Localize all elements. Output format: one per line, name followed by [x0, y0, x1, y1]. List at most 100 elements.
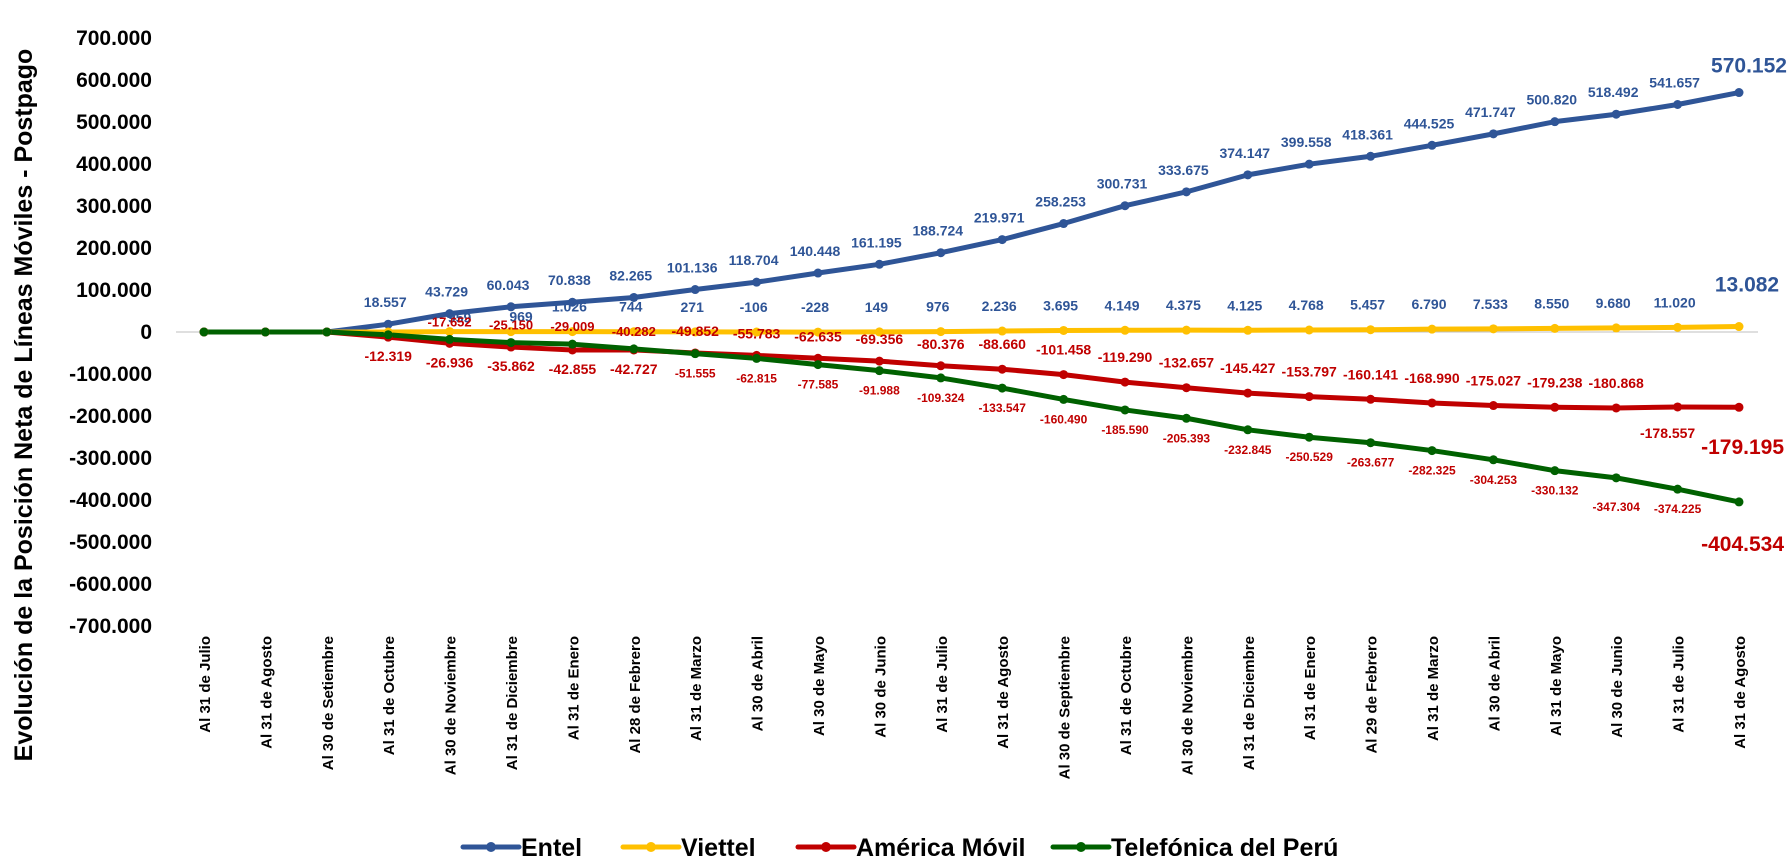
data-label-america-movil: -88.660 — [978, 336, 1026, 352]
x-tick-labels: Al 31 de Julio Al 31 de Agosto Al 30 de Se… — [197, 636, 1749, 779]
data-label-america-movil: -55.783 — [733, 325, 781, 341]
data-point-entel — [1120, 201, 1130, 211]
data-point-telefonica-del-peru — [1181, 413, 1191, 423]
data-point-viettel — [936, 327, 946, 337]
data-label-entel: 82.265 — [609, 267, 652, 283]
data-point-viettel — [1673, 322, 1683, 332]
data-point-america-movil — [1427, 398, 1437, 408]
y-tick-label: 600.000 — [76, 69, 152, 92]
data-label-viettel: 4.375 — [1166, 297, 1201, 313]
data-label-viettel: 271 — [681, 299, 705, 315]
data-label-telefonica-del-peru: -51.555 — [675, 367, 716, 381]
data-label-viettel: 4.149 — [1104, 297, 1139, 313]
data-label-viettel: 5.457 — [1350, 297, 1385, 313]
data-label-entel: 444.525 — [1404, 115, 1455, 131]
data-label-entel: 374.147 — [1219, 145, 1270, 161]
x-tick-label: Al 30 de Abril — [1486, 636, 1503, 731]
y-axis-title: Evolución de la Posición Neta de Líneas … — [10, 49, 38, 762]
y-tick-label: -500.000 — [69, 531, 152, 554]
legend-label: Telefónica del Perú — [1111, 834, 1338, 859]
data-point-viettel — [813, 327, 823, 337]
x-tick-label: Al 30 de Mayo — [811, 636, 828, 736]
x-tick-label: Al 31 de Octubre — [381, 636, 398, 755]
data-label-telefonica-del-peru: -17.652 — [428, 314, 472, 329]
data-label-telefonica-del-peru: -205.393 — [1163, 431, 1211, 445]
legend-swatch-marker — [1076, 842, 1086, 852]
data-label-america-movil: -69.356 — [856, 331, 904, 347]
data-point-telefonica-del-peru — [752, 353, 762, 363]
data-point-telefonica-del-peru — [1059, 394, 1069, 404]
data-point-viettel — [1488, 324, 1498, 334]
data-point-viettel — [1550, 323, 1560, 333]
data-point-entel — [1059, 219, 1069, 229]
data-point-telefonica-del-peru — [997, 383, 1007, 393]
data-point-america-movil — [997, 364, 1007, 374]
data-point-viettel — [1120, 325, 1130, 335]
data-point-entel — [1427, 140, 1437, 150]
data-point-telefonica-del-peru — [383, 330, 393, 340]
data-point-entel — [383, 319, 393, 329]
data-point-entel — [1304, 159, 1314, 169]
data-label-telefonica-del-peru: -304.253 — [1470, 473, 1518, 487]
data-label-entel: 258.253 — [1035, 194, 1086, 210]
x-tick-label: Al 30 de Junio — [872, 636, 889, 738]
data-label-telefonica-del-peru: -330.132 — [1531, 484, 1579, 498]
data-point-entel — [936, 248, 946, 258]
y-tick-label: 100.000 — [76, 279, 152, 302]
data-point-america-movil — [1734, 402, 1744, 412]
data-label-entel: 570.152 — [1711, 55, 1787, 78]
data-label-entel: 70.838 — [548, 272, 591, 288]
data-label-entel: 140.448 — [790, 243, 841, 259]
data-label-viettel: 969 — [509, 309, 533, 325]
data-label-entel: 300.731 — [1097, 176, 1148, 192]
data-label-america-movil: -12.319 — [364, 348, 412, 364]
data-label-viettel: 11.020 — [1654, 294, 1696, 310]
data-label-entel: 518.492 — [1588, 84, 1639, 100]
x-tick-label: Al 31 de Agosto — [995, 636, 1012, 749]
data-label-telefonica-del-peru: -77.585 — [798, 378, 839, 392]
y-tick-label: 300.000 — [76, 195, 152, 218]
data-point-america-movil — [1611, 403, 1621, 413]
data-label-america-movil: -62.635 — [794, 328, 842, 344]
series-points — [199, 88, 1744, 507]
data-point-america-movil — [1673, 402, 1683, 412]
data-label-telefonica-del-peru: -282.325 — [1408, 464, 1456, 478]
data-point-entel — [506, 302, 516, 312]
x-tick-label: Al 31 de Julio — [1671, 636, 1688, 733]
x-tick-label: Al 31 de Mayo — [1548, 636, 1565, 736]
data-label-america-movil: -153.797 — [1282, 364, 1337, 380]
data-point-telefonica-del-peru — [936, 373, 946, 383]
y-tick-label: 500.000 — [76, 111, 152, 134]
data-label-viettel: 4.125 — [1227, 297, 1262, 313]
data-label-viettel: 4.768 — [1289, 297, 1324, 313]
data-label-viettel: 744 — [619, 299, 643, 315]
data-label-entel: 418.361 — [1342, 126, 1393, 142]
data-label-entel: 399.558 — [1281, 134, 1332, 150]
x-tick-label: Al 30 de Abril — [750, 636, 767, 731]
x-tick-label: Al 30 de Setiembre — [320, 636, 337, 770]
data-label-viettel: 7.533 — [1473, 296, 1508, 312]
data-label-viettel: 1.026 — [552, 299, 587, 315]
data-point-entel — [445, 309, 455, 319]
legend-label: Entel — [521, 834, 582, 859]
legend-swatch-marker — [646, 842, 656, 852]
x-tick-label: Al 28 de Febrero — [627, 636, 644, 754]
data-label-telefonica-del-peru: -109.324 — [917, 391, 965, 405]
data-point-viettel — [1181, 325, 1191, 335]
data-point-america-movil — [874, 356, 884, 366]
data-point-telefonica-del-peru — [1550, 466, 1560, 476]
data-point-telefonica-del-peru — [1488, 455, 1498, 465]
data-point-telefonica-del-peru — [260, 327, 270, 337]
data-point-viettel — [1243, 325, 1253, 335]
data-point-telefonica-del-peru — [506, 338, 516, 348]
data-label-telefonica-del-peru: -91.988 — [859, 384, 900, 398]
data-label-america-movil: -132.657 — [1159, 355, 1214, 371]
data-point-telefonica-del-peru — [1673, 484, 1683, 494]
data-point-entel — [1673, 100, 1683, 110]
data-label-entel: 161.195 — [851, 234, 902, 250]
data-point-america-movil — [1550, 402, 1560, 412]
data-label-telefonica-del-peru: -25.150 — [489, 318, 533, 333]
legend-item-entel: Entel — [460, 834, 582, 859]
data-point-entel — [1550, 117, 1560, 127]
